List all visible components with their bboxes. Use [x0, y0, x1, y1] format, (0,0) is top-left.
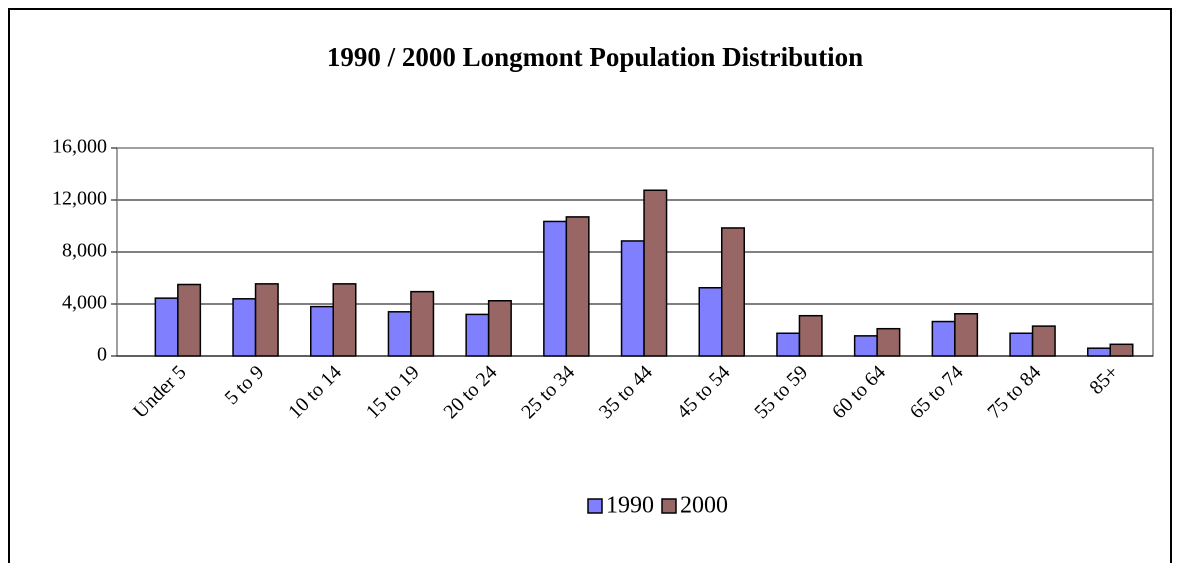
bar: [876, 327, 901, 357]
bar: [643, 189, 668, 357]
legend-swatch: [587, 498, 603, 514]
bar: [387, 311, 412, 357]
bar: [232, 298, 257, 357]
chart-title: 1990 / 2000 Longmont Population Distribu…: [327, 42, 863, 72]
bar: [1109, 343, 1134, 357]
bar: [487, 300, 512, 357]
legend-label: 1990: [606, 493, 654, 519]
bar: [1087, 347, 1111, 357]
y-tick-label: 4,000: [62, 292, 107, 314]
bar: [853, 335, 878, 357]
y-tick-label: 12,000: [52, 188, 107, 210]
bar: [776, 332, 801, 357]
y-tick-label: 16,000: [52, 136, 107, 158]
bar: [698, 287, 723, 357]
bar: [310, 305, 334, 357]
bar: [954, 313, 979, 357]
bar: [721, 227, 745, 357]
bar: [410, 290, 435, 357]
bar: [565, 216, 590, 357]
legend-label: 2000: [680, 493, 728, 519]
y-tick-label: 8,000: [62, 240, 107, 262]
bar: [332, 283, 357, 357]
bar: [798, 314, 823, 357]
bar: [543, 220, 568, 357]
chart-frame: [8, 8, 1172, 563]
bar: [465, 313, 490, 357]
bar: [1031, 325, 1056, 357]
bar: [254, 283, 279, 357]
legend-swatch: [661, 498, 677, 514]
y-tick-label: 0: [97, 344, 107, 366]
bar: [154, 297, 179, 357]
bar: [1009, 332, 1034, 357]
bar: [177, 283, 202, 357]
bar: [931, 320, 956, 357]
bar: [620, 240, 645, 357]
